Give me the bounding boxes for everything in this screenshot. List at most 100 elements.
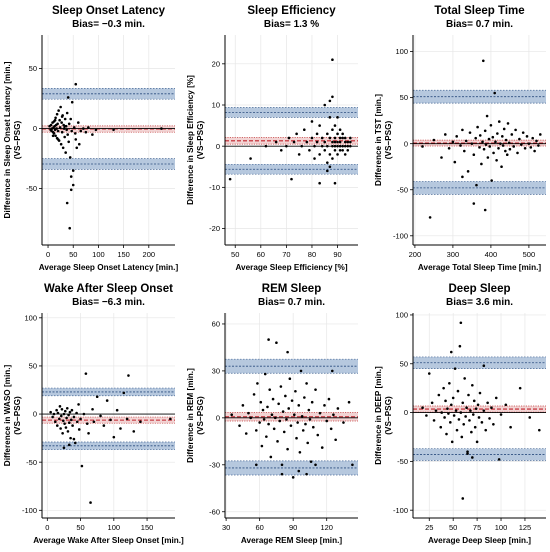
data-point [112, 435, 116, 439]
x-tick-label: 200 [409, 250, 422, 259]
data-point [74, 138, 78, 141]
data-point [333, 124, 337, 127]
x-tick-label: 100 [108, 523, 121, 532]
data-point [228, 177, 232, 181]
data-point [112, 128, 115, 132]
data-point [54, 116, 57, 120]
y-axis-label-sub: (VS−PSG) [13, 121, 22, 160]
data-point [67, 443, 71, 447]
data-point [473, 425, 477, 429]
data-point [94, 128, 98, 132]
data-point [518, 386, 522, 390]
x-tick-label: 100 [495, 523, 508, 532]
data-point [282, 430, 286, 434]
data-point [280, 463, 284, 467]
chart-title: Sleep Onset Latency [52, 5, 166, 17]
data-point [59, 414, 63, 418]
data-point [68, 226, 72, 230]
x-axis-label: Average Sleep Onset Latency [min.] [39, 263, 179, 272]
data-point [290, 399, 294, 402]
data-point [54, 134, 57, 138]
data-point [508, 147, 512, 151]
data-point [56, 129, 60, 133]
x-tick-label: 90 [333, 250, 341, 259]
data-point [286, 447, 289, 451]
data-point [346, 144, 350, 148]
chart-subtitle: Bias= 0.7 min. [446, 19, 513, 30]
data-point [486, 401, 489, 405]
data-point [249, 157, 252, 160]
data-point [69, 117, 73, 121]
data-point [494, 396, 498, 400]
data-point [331, 95, 334, 99]
data-point [453, 367, 457, 370]
data-point [297, 404, 301, 407]
data-point [466, 170, 470, 173]
data-point [493, 91, 497, 95]
x-tick-label: 70 [282, 250, 290, 259]
x-axis-label: Average Sleep Efficiency [%] [235, 263, 347, 272]
x-tick-label: 150 [141, 523, 154, 532]
data-point [474, 407, 478, 410]
data-point [512, 145, 515, 148]
data-point [51, 415, 54, 419]
data-point [504, 403, 508, 407]
data-point [538, 428, 541, 432]
y-tick-label: 100 [24, 313, 37, 322]
data-point [537, 144, 540, 147]
data-point [462, 422, 466, 426]
data-point [450, 440, 454, 444]
data-point [336, 116, 339, 119]
data-point [79, 417, 82, 421]
chart-panel-3: Total Sleep Time Bias= 0.7 min. 200 300 400 5… [374, 5, 546, 272]
data-point [330, 369, 334, 373]
data-point [338, 148, 342, 152]
data-point [328, 116, 332, 119]
y-tick-label: -60 [209, 507, 220, 516]
data-point [461, 401, 465, 405]
data-point [331, 157, 334, 160]
data-point [302, 128, 306, 132]
data-point [268, 388, 272, 391]
data-point [338, 140, 342, 144]
data-point [284, 394, 287, 398]
data-point [476, 125, 479, 129]
x-axis-label: Average REM Sleep [min.] [241, 536, 342, 545]
data-point [323, 140, 327, 144]
data-point [334, 438, 337, 442]
data-point [463, 149, 466, 153]
data-point [314, 463, 317, 467]
data-point [474, 136, 478, 140]
data-point [469, 409, 472, 412]
y-axis-label-sub: (VS−PSG) [196, 121, 205, 160]
data-point [160, 127, 163, 130]
data-point [273, 416, 277, 420]
data-point [262, 418, 266, 421]
data-point [76, 121, 80, 124]
data-point [343, 153, 347, 156]
data-point [485, 114, 489, 118]
data-point [51, 134, 55, 138]
data-point [307, 408, 311, 412]
data-point [421, 406, 424, 409]
y-tick-label: 50 [400, 93, 408, 102]
data-point [65, 406, 69, 410]
data-point [328, 99, 332, 103]
y-axis-label-sub: (VS−PSG) [196, 396, 205, 435]
data-point [297, 153, 301, 156]
data-point [326, 161, 329, 164]
data-point [87, 126, 90, 129]
data-point [500, 165, 503, 169]
chart-subtitle: Bias= 0.7 min. [258, 297, 325, 308]
data-point [84, 130, 88, 134]
data-point [311, 425, 315, 429]
data-point [336, 132, 339, 136]
data-point [432, 138, 436, 142]
data-point [318, 153, 321, 156]
data-point [254, 429, 258, 432]
y-tick-label: -100 [22, 506, 37, 515]
data-point [258, 421, 261, 424]
data-point [346, 140, 350, 144]
data-point [67, 122, 71, 126]
data-point [439, 425, 443, 429]
